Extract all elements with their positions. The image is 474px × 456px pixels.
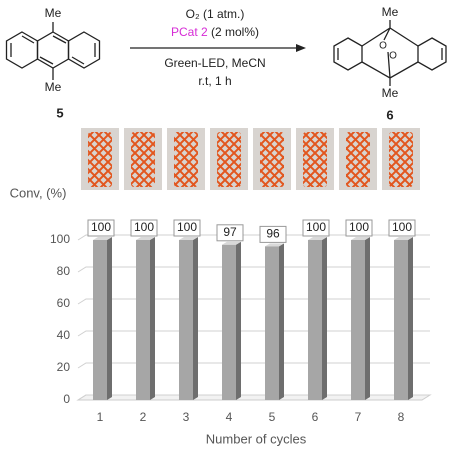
conditions: r.t, 1 h (198, 74, 231, 88)
data-label: 100 (177, 220, 197, 234)
y-tick-label: 20 (57, 360, 71, 374)
lattice-tube (260, 132, 284, 187)
y-tick-label: 40 (57, 328, 71, 342)
grid-line (77, 266, 430, 273)
data-label: 100 (349, 220, 369, 234)
bar-top (136, 237, 155, 240)
x-axis-title: Number of cycles (206, 431, 307, 446)
data-label: 100 (306, 220, 326, 234)
bar-top (179, 237, 198, 240)
bar-top (351, 237, 370, 240)
lattice-tube (303, 132, 327, 187)
lattice-tube (131, 132, 155, 187)
y-tick-label: 60 (57, 296, 71, 310)
reactant-structure (5, 22, 101, 80)
grid-line (77, 298, 430, 305)
x-tick-label: 6 (312, 410, 319, 424)
bar (308, 237, 327, 400)
bar-front (179, 240, 193, 400)
data-label-box (216, 224, 244, 242)
x-tick-label: 5 (269, 410, 276, 424)
lattice-tube (174, 132, 198, 187)
bar-front (394, 240, 408, 400)
grid-line (77, 330, 430, 337)
data-label: 100 (392, 220, 412, 234)
bar-side (236, 241, 241, 400)
catalyst: PCat 2 (171, 25, 208, 39)
bar-top (265, 243, 284, 247)
bar (265, 243, 284, 400)
y-axis-title: Conv, (%) (10, 185, 67, 200)
bar (93, 237, 112, 400)
compound-label: 6 (386, 107, 393, 122)
arrow-head (296, 44, 306, 52)
bar (394, 237, 413, 400)
x-tick-label: 3 (183, 410, 190, 424)
bar (179, 237, 198, 400)
lattice-tube (88, 132, 112, 187)
grid-line (77, 362, 430, 369)
data-label: 100 (91, 220, 111, 234)
bar-side (107, 237, 112, 400)
atom: O (389, 51, 397, 62)
data-label-box (130, 219, 158, 237)
bar-side (193, 237, 198, 400)
bar-side (322, 237, 327, 400)
bar-top (222, 241, 241, 245)
bar-side (150, 237, 155, 400)
bar-front (308, 240, 322, 400)
reagent: O₂ (1 atm.) (186, 7, 245, 21)
product-structure (333, 20, 447, 86)
bar-front (351, 240, 365, 400)
bar-side (408, 237, 413, 400)
y-tick-label: 0 (63, 392, 70, 406)
conditions: Green-LED, MeCN (164, 56, 265, 70)
x-tick-label: 8 (398, 410, 405, 424)
data-label-box (87, 219, 115, 237)
lattice-tube (217, 132, 241, 187)
x-tick-label: 4 (226, 410, 233, 424)
chart-floor (76, 394, 432, 401)
data-label-box (173, 219, 201, 237)
catalyst-line: PCat 2 (2 mol%) (171, 25, 259, 39)
substituent: Me (382, 5, 399, 19)
x-tick-label: 7 (355, 410, 362, 424)
bar-front (265, 246, 279, 400)
data-label-box (388, 219, 416, 237)
bar-side (279, 243, 284, 400)
catalyst-loading: (2 mol%) (211, 25, 259, 39)
substituent: Me (382, 86, 399, 100)
atom: O (379, 41, 387, 52)
data-label: 100 (134, 220, 154, 234)
bar (222, 241, 241, 400)
bar-side (365, 237, 370, 400)
data-label: 97 (223, 225, 237, 239)
bar (136, 237, 155, 400)
substituent: Me (45, 80, 62, 94)
bar-top (308, 237, 327, 240)
bar-front (136, 240, 150, 400)
bar-front (93, 240, 107, 400)
bar-front (222, 244, 236, 400)
lattice-tube (389, 132, 413, 187)
x-tick-label: 1 (97, 410, 104, 424)
y-tick-label: 80 (57, 264, 71, 278)
y-tick-label: 100 (50, 232, 70, 246)
lattice-tube (346, 132, 370, 187)
compound-label: 5 (56, 105, 63, 120)
substituent: Me (45, 6, 62, 20)
x-tick-label: 2 (140, 410, 147, 424)
data-label-box (259, 225, 287, 243)
bar-top (394, 237, 413, 240)
data-label: 96 (266, 227, 280, 241)
bar (351, 237, 370, 400)
data-label-box (345, 219, 373, 237)
bar-top (93, 237, 112, 240)
data-label-box (302, 219, 330, 237)
